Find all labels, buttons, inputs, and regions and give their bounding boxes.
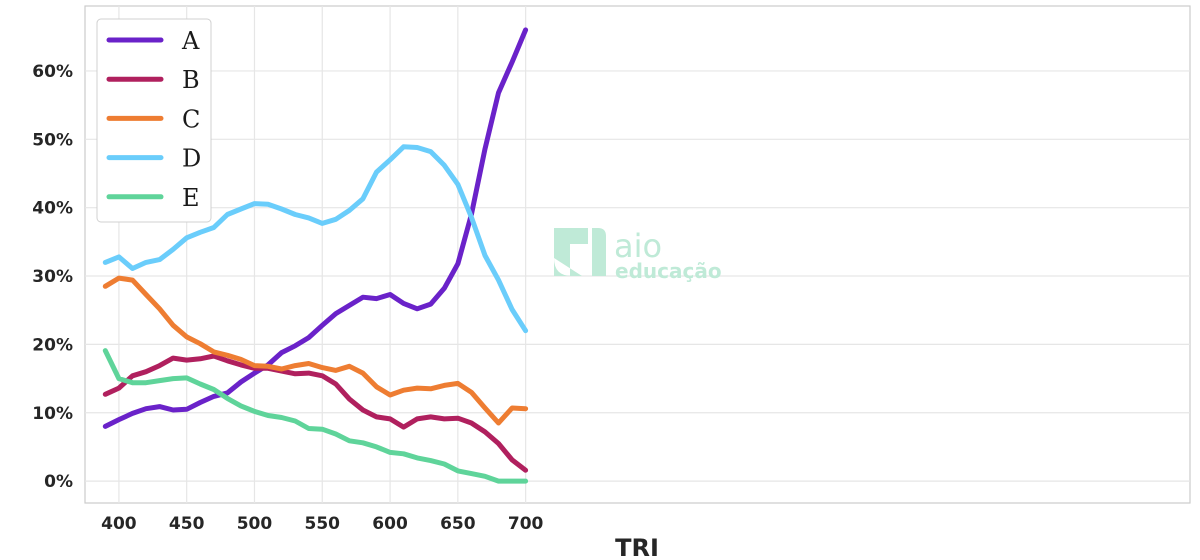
- watermark: aio educação: [554, 227, 722, 283]
- y-tick-label: 60%: [32, 62, 73, 82]
- series-lines: [102, 27, 529, 484]
- series-line-d: [102, 144, 529, 334]
- watermark-line1: aio: [614, 227, 662, 265]
- y-tick-label: 30%: [32, 267, 73, 287]
- legend-label-a: A: [181, 27, 200, 55]
- watermark-line2: educação: [615, 259, 722, 283]
- series-line-a: [102, 27, 529, 429]
- x-tick-label: 450: [169, 514, 205, 534]
- x-tick-label: 550: [305, 514, 341, 534]
- x-tick-labels: 400 450 500 550 600 650 700: [101, 514, 543, 534]
- y-tick-label: 20%: [32, 335, 73, 355]
- legend-label-b: B: [182, 66, 200, 94]
- y-tick-label: 40%: [32, 199, 73, 219]
- plot-area: [84, 5, 1191, 504]
- x-tick-label: 600: [372, 514, 408, 534]
- legend-label-e: E: [182, 184, 200, 212]
- y-tick-label: 50%: [32, 130, 73, 150]
- series-line-c: [102, 275, 529, 426]
- legend-label-c: C: [182, 105, 200, 133]
- y-tick-label: 0%: [44, 472, 73, 492]
- x-tick-label: 400: [101, 514, 137, 534]
- series-line-e: [102, 348, 529, 484]
- y-tick-labels: 0% 10% 20% 30% 40% 50% 60%: [32, 62, 73, 492]
- x-tick-label: 700: [508, 514, 544, 534]
- x-tick-label: 500: [237, 514, 273, 534]
- legend-label-d: D: [182, 145, 201, 173]
- x-axis-title: TRI: [615, 534, 659, 560]
- x-tick-label: 650: [440, 514, 476, 534]
- watermark-logo-icon: [554, 228, 606, 276]
- series-line-b: [102, 353, 529, 473]
- y-tick-label: 10%: [32, 404, 73, 424]
